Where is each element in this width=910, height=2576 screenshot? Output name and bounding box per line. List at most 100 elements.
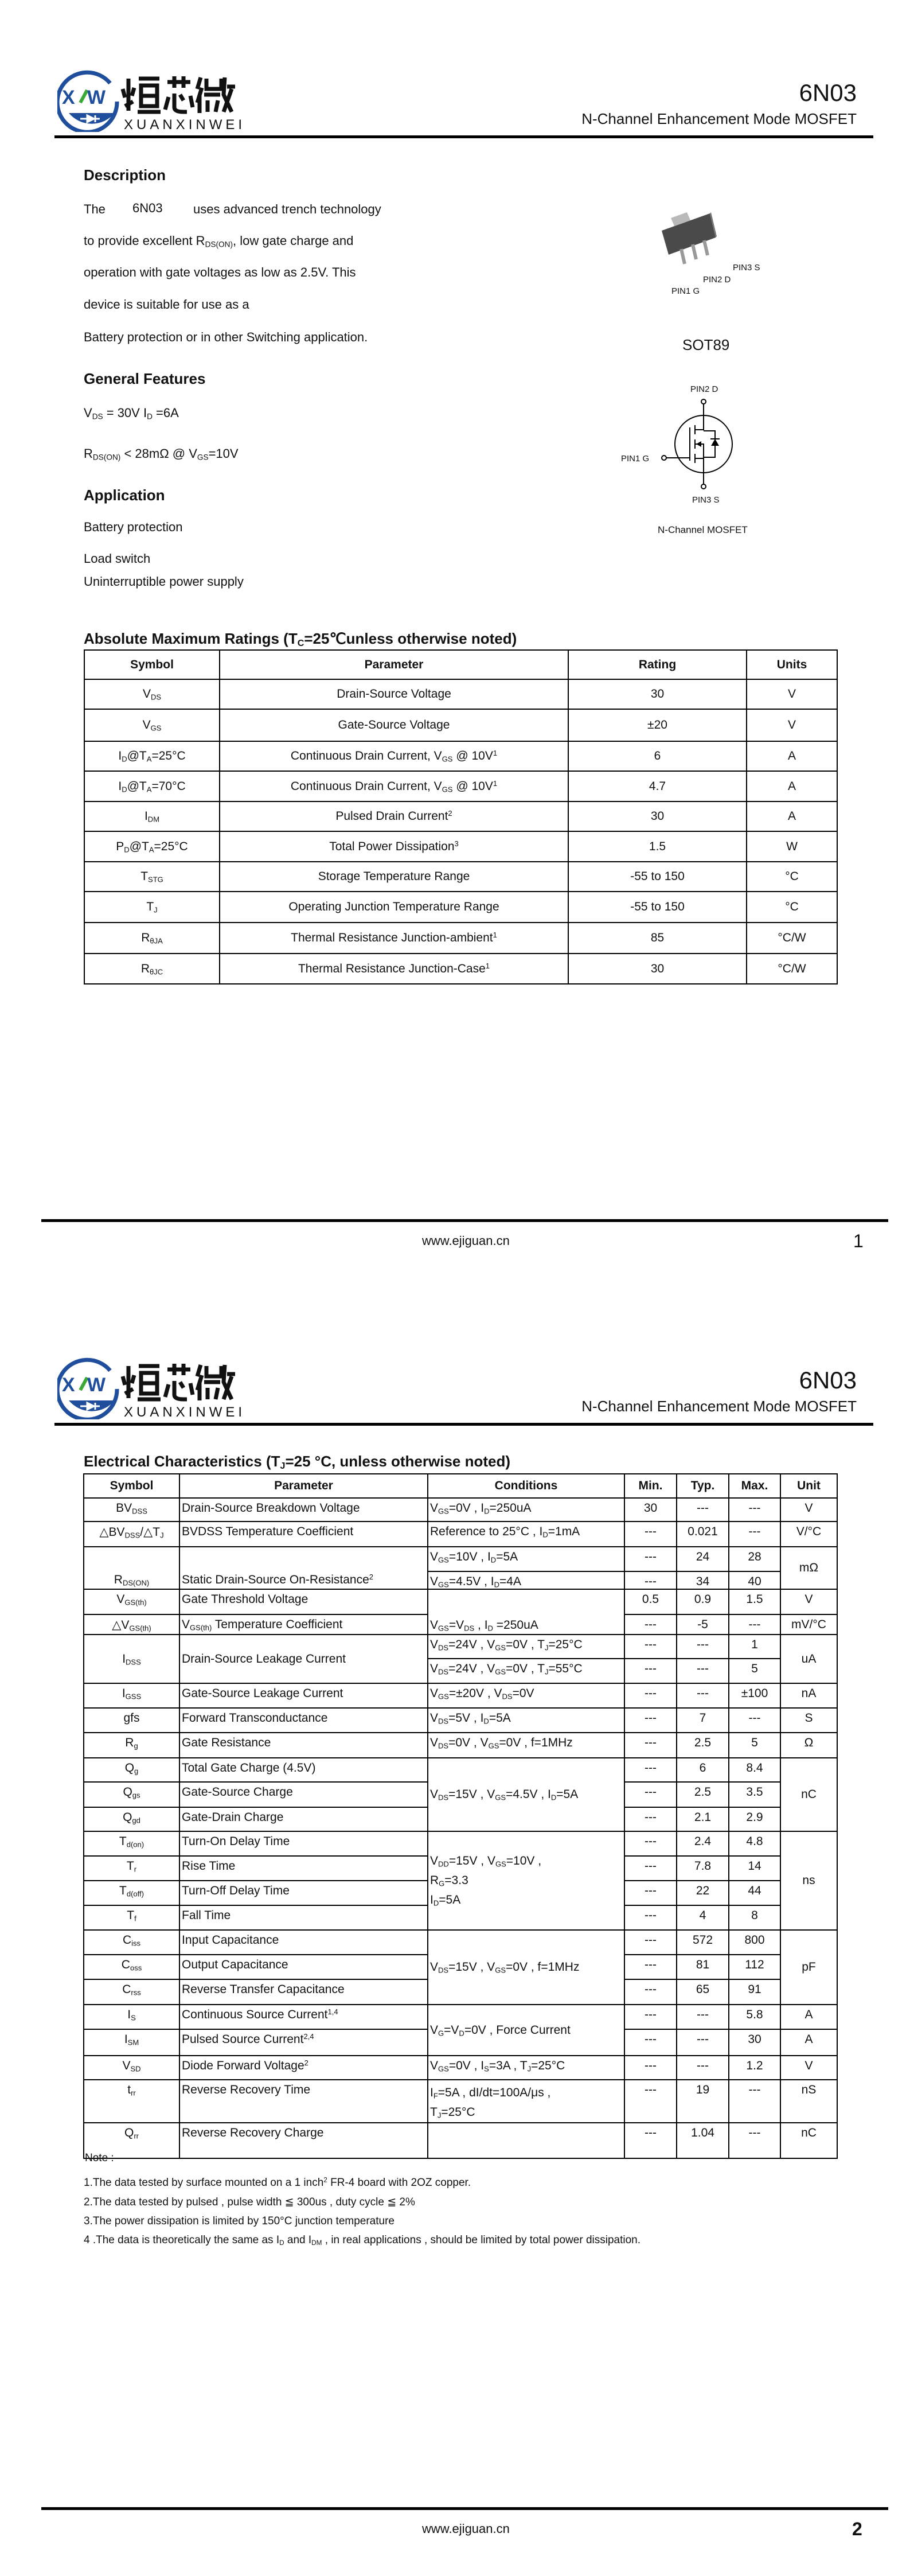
text-segment: I	[122, 1652, 126, 1666]
text-segment: ---	[645, 1958, 657, 1971]
table-row: Qgd Gate-Drain Charge --- 2.1 2.9	[83, 1807, 837, 1832]
max-cell: ---	[728, 2122, 781, 2159]
table-row: gfs Forward Transconductance VDS=5V , ID=5…	[83, 1707, 838, 1733]
symbol-cell: Qrr	[83, 2122, 180, 2159]
text-segment: 0.5	[642, 1593, 659, 1606]
parameter-cell: Reverse Recovery Charge	[179, 2122, 428, 2159]
table-row: VGS=4.5V , ID=4A --- 34 40	[84, 1571, 837, 1590]
rating-cell: 30	[568, 679, 747, 710]
text-segment: ---	[748, 1618, 761, 1631]
text-segment: ---	[697, 2008, 709, 2021]
typ-cell: ---	[676, 2055, 729, 2080]
text-segment: Reverse Recovery Time	[182, 2083, 311, 2096]
text-segment: =0V , f=1MHz	[499, 1736, 573, 1749]
min-cell: ---	[624, 1732, 677, 1758]
subscript: GS(th)	[124, 1598, 147, 1607]
subscript: θJC	[150, 967, 163, 976]
description-text: to provide excellent RDS(ON), low gate c…	[84, 234, 353, 248]
footer-url[interactable]: www.ejiguan.cn	[422, 2521, 510, 2536]
symbol-cell: VGS(th)	[83, 1589, 180, 1615]
table-row: RθJA Thermal Resistance Junction-ambient1…	[84, 922, 838, 954]
parameter-cell: Static Drain-Source On-Resistance2	[179, 1546, 428, 1590]
superscript: 2	[369, 1572, 374, 1581]
note-item: 2.The data tested by pulsed , pulse widt…	[84, 2196, 415, 2209]
text-segment: R	[125, 1736, 134, 1749]
conditions-cell: VDS=24V , VGS=0V , TJ=55°C	[427, 1658, 625, 1684]
text-segment: Total Gate Charge (4.5V)	[182, 1761, 316, 1775]
table-row: Qg Total Gate Charge (4.5V) VDS=15V , VGS=…	[83, 1757, 838, 1832]
text-segment: @T	[127, 779, 147, 793]
conditions-cell: VDD=15V , VGS=10V , RG=3.3 ID=5A	[427, 1831, 625, 1931]
symbol-cell: Rg	[83, 1732, 180, 1758]
text-segment: 1	[751, 1638, 758, 1651]
text-segment: Diode Forward Voltage	[182, 2059, 304, 2072]
text-segment: I	[127, 2008, 131, 2021]
parameter-cell: Turn-On Delay Time	[179, 1831, 428, 1857]
text-segment: T	[119, 1835, 127, 1848]
condition-line: ID=5A	[430, 1890, 622, 1910]
description-heading: Description	[84, 166, 166, 184]
parameter-cell: Thermal Resistance Junction-Case1	[219, 953, 569, 985]
subscript: DM	[147, 815, 160, 824]
footer-divider	[41, 2507, 888, 2510]
text-segment: 2.4	[694, 1835, 712, 1848]
text-segment: =5A	[556, 1788, 579, 1801]
symbol-cell: BVDSS	[83, 1497, 180, 1522]
text-segment: T	[119, 1884, 127, 1897]
parameter-cell: Output Capacitance	[179, 1954, 428, 1980]
parameter-cell: VGS(th) Temperature Coefficient	[179, 1614, 428, 1635]
text-segment: V	[430, 1711, 439, 1725]
max-cell: 1	[728, 1634, 781, 1659]
min-cell: ---	[624, 1831, 677, 1857]
table-row: VDS Drain-Source Voltage 30 V	[84, 679, 838, 710]
text-segment: Input Capacitance	[182, 1933, 279, 1947]
text-segment: 1.The data tested by surface mounted on …	[84, 2177, 324, 2189]
symbol-cell: Ciss	[83, 1929, 180, 1955]
typ-cell: 7.8	[676, 1855, 729, 1881]
text-segment: t	[127, 2083, 131, 2096]
min-cell: ---	[624, 2079, 677, 2123]
subscript: f	[134, 1914, 136, 1923]
subscript: GS	[488, 1741, 499, 1750]
superscript: 2	[304, 2058, 308, 2067]
text-segment: Pulsed Drain Current	[335, 810, 448, 823]
rating-cell: 30	[568, 801, 747, 832]
table-row: IDSS Drain-Source Leakage Current VDS=24V …	[83, 1634, 838, 1684]
text-segment: ---	[645, 2083, 657, 2096]
symbol-cell: trr	[83, 2079, 180, 2123]
schematic-gate-label: PIN1 G	[621, 454, 650, 464]
table-row: Ciss Input Capacitance VDS=15V , VGS=0V , …	[83, 1929, 838, 2005]
table-row: Qrr Reverse Recovery Charge --- 1.04 --- nC	[83, 2122, 838, 2159]
conditions-cell: VGS=VDS , ID =250uA	[427, 1589, 625, 1635]
subscript: GS	[442, 784, 453, 793]
unit-cell: pF	[780, 1929, 838, 2005]
text-segment: 30	[748, 2033, 761, 2046]
symbol-cell: TJ	[84, 891, 220, 923]
subscript: DS(ON)	[205, 240, 233, 249]
text-segment: ---	[645, 1909, 657, 1922]
subscript: GS	[495, 1793, 506, 1802]
table-row: VDS=24V , VGS=0V , TJ=55°C --- --- 5	[84, 1658, 837, 1684]
svg-text:X: X	[62, 1374, 75, 1396]
text-segment: =5A	[496, 1550, 518, 1563]
text-segment: ±100	[741, 1687, 768, 1700]
text-segment: Drain-Source Breakdown Voltage	[182, 1501, 360, 1515]
min-cell: ---	[624, 2055, 677, 2080]
table-row: RθJC Thermal Resistance Junction-Case1 30 °…	[84, 953, 838, 985]
footer-url[interactable]: www.ejiguan.cn	[422, 1233, 510, 1248]
text-segment: 4 .The data is theoretically the same as…	[84, 2234, 280, 2246]
max-cell: 14	[728, 1855, 781, 1881]
conditions-cell: VG=VD=0V , Force Current	[427, 2004, 625, 2056]
subscript: DS	[438, 1717, 449, 1726]
min-cell: ---	[624, 1707, 677, 1733]
text-segment: △BV	[99, 1526, 125, 1539]
text-segment: R	[84, 446, 93, 461]
table-row: Td(on) Turn-On Delay Time VDD=15V , VGS=10…	[83, 1831, 838, 1931]
subscript: r	[134, 1865, 137, 1874]
max-cell: 800	[728, 1929, 781, 1955]
text-segment: 22	[696, 1884, 710, 1897]
typ-cell: 34	[676, 1571, 729, 1590]
max-cell: 5.8	[728, 2004, 781, 2030]
text-segment: =5A , dI/dt=100A/μs ,	[438, 2086, 551, 2099]
typ-cell: -5	[676, 1614, 729, 1635]
